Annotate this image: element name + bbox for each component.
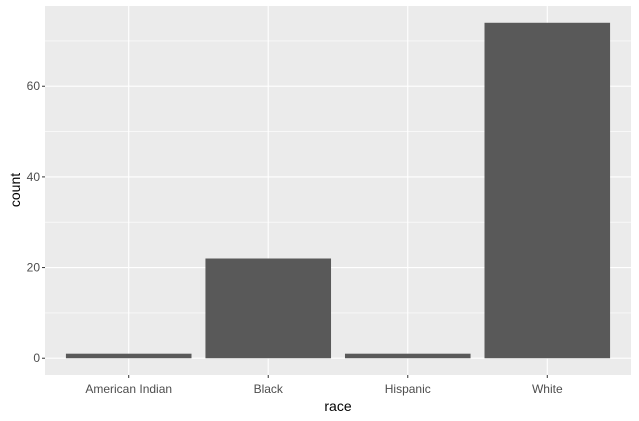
x-tick-label: Black [254, 382, 284, 396]
y-axis-title: count [7, 173, 23, 207]
bars [65, 22, 611, 359]
x-tick-label: Hispanic [385, 382, 431, 396]
y-tick-label: 0 [33, 351, 40, 365]
bar-white [484, 22, 611, 359]
x-tick-label: American Indian [85, 382, 172, 396]
y-tick-label: 40 [27, 170, 41, 184]
x-axis-title: race [324, 398, 351, 414]
y-tick-label: 20 [27, 261, 41, 275]
y-tick-label: 60 [27, 79, 41, 93]
bar-hispanic [344, 353, 471, 359]
y-axis: 0 20 40 60 [27, 79, 45, 365]
bar-american-indian [65, 353, 192, 359]
x-axis: American Indian Black Hispanic White [85, 375, 563, 396]
x-tick-label: White [532, 382, 563, 396]
bar-black [205, 258, 332, 359]
